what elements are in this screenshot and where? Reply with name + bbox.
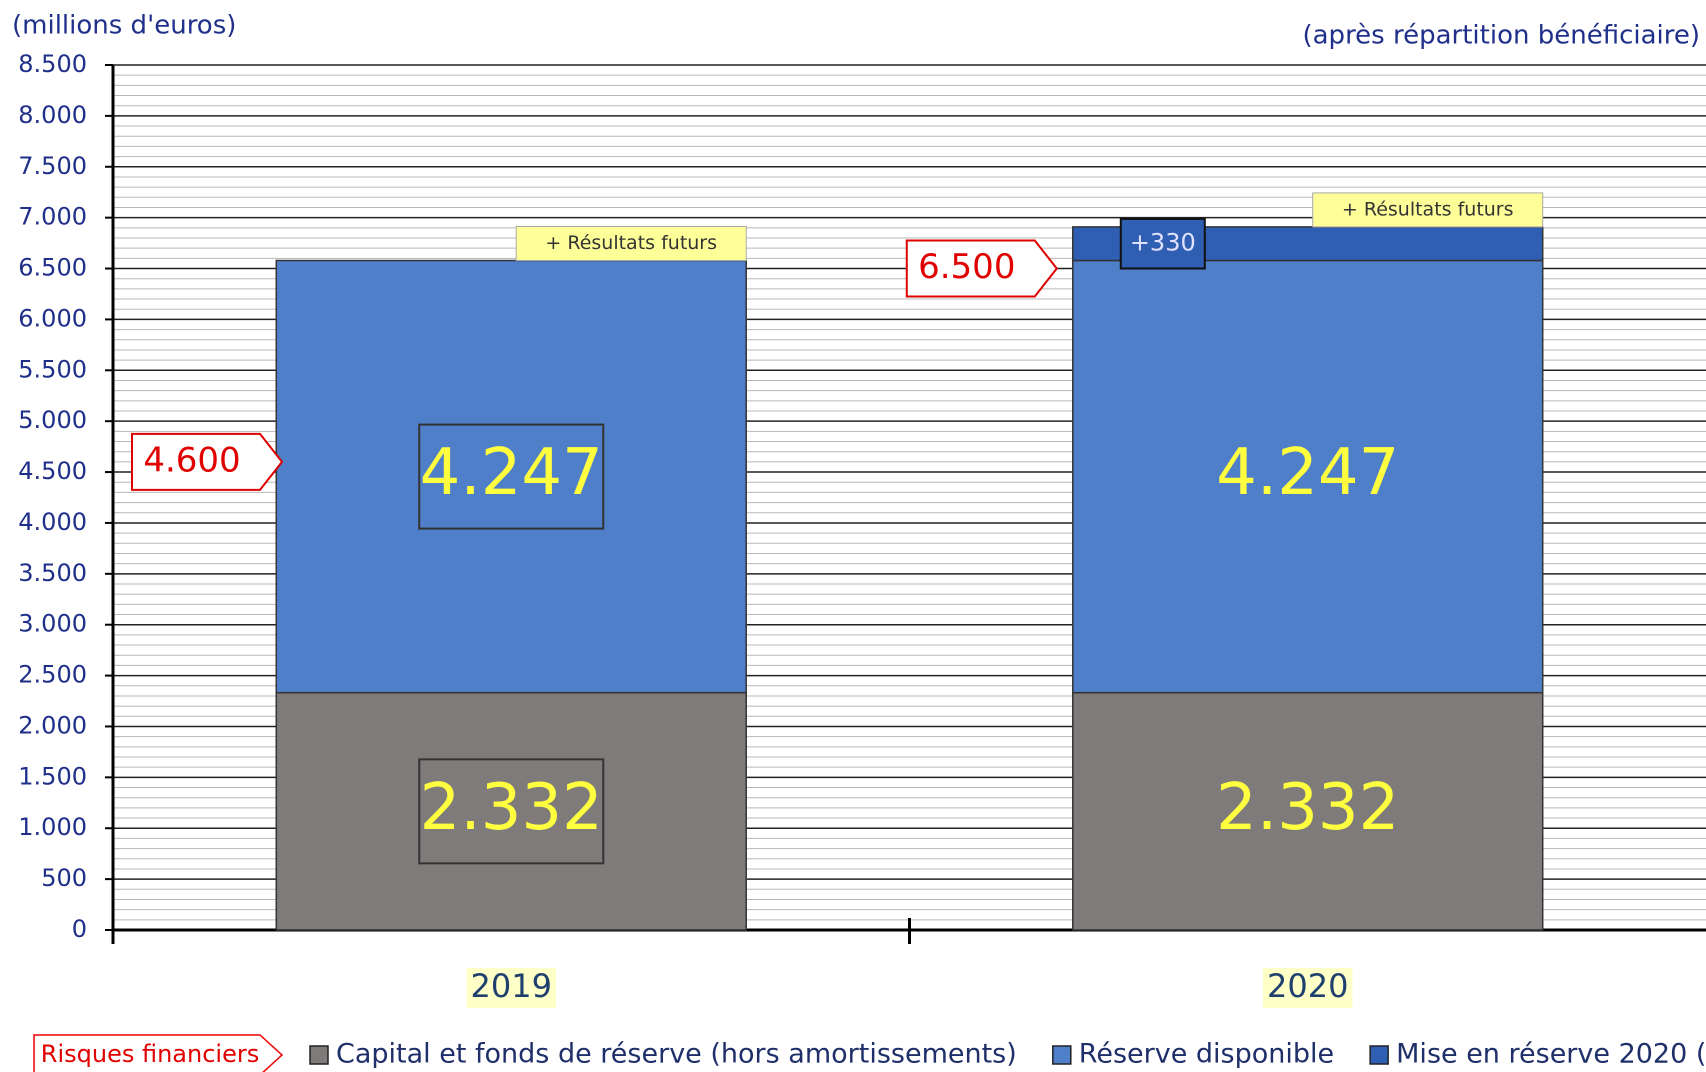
- y-tick-label: 8.500: [18, 50, 87, 78]
- bar-segment: [1072, 259, 1544, 694]
- value-label: 4.247: [420, 436, 603, 510]
- y-tick-label: 7.000: [18, 203, 87, 231]
- plot: 2.332 4.247 + Résultats futurs 2019 2.332 4.2…: [33, 192, 1706, 1072]
- y-tick-label: 0: [72, 915, 87, 943]
- callout-box: [131, 432, 284, 491]
- label-box: [418, 423, 605, 530]
- bar-segment: [1072, 691, 1544, 931]
- callout-label: 4.600: [143, 440, 240, 480]
- y-tick-label: 500: [41, 864, 87, 892]
- callout-box: [905, 239, 1059, 298]
- value-label: 2.332: [420, 771, 603, 845]
- x-tick-label: 2019: [471, 967, 552, 1005]
- future-box: [515, 225, 747, 261]
- value-label: +330: [1130, 229, 1196, 257]
- category-bg: [466, 968, 556, 1008]
- y-tick-label: 5.000: [18, 406, 87, 434]
- legend-swatch: [1052, 1045, 1072, 1065]
- label-box: [418, 758, 605, 865]
- legend-swatch: [1369, 1045, 1389, 1065]
- y-tick-label: 1.500: [18, 762, 87, 790]
- legend-label: Mise en réserve 2020 (50%): [1396, 1039, 1706, 1070]
- subtitle: (après répartition bénéficiaire): [1302, 21, 1700, 51]
- y-tick-label: 6.500: [18, 254, 87, 282]
- future-label: + Résultats futurs: [545, 232, 717, 254]
- y-tick-label: 8.000: [18, 101, 87, 129]
- y-tick-label: 5.500: [18, 355, 87, 383]
- value-label: 2.332: [1216, 771, 1399, 845]
- risk-box: [33, 1034, 284, 1072]
- x-tick-label: 2020: [1267, 967, 1348, 1005]
- risk-label: Risques financiers: [41, 1040, 259, 1068]
- value-label: 4.247: [1216, 436, 1399, 510]
- y-tick-label: 6.000: [18, 304, 87, 332]
- y-tick-label: 4.000: [18, 508, 87, 536]
- y-tick-label: 4.500: [18, 457, 87, 485]
- y-tick-label: 1.000: [18, 813, 87, 841]
- y-tick-label: 7.500: [18, 152, 87, 180]
- label-box: [1119, 217, 1206, 270]
- callout-label: 6.500: [918, 247, 1015, 287]
- legend-label: Capital et fonds de réserve (hors amorti…: [336, 1039, 1017, 1070]
- legend-label: Réserve disponible: [1079, 1039, 1334, 1070]
- y-tick-label: 3.000: [18, 610, 87, 638]
- future-label: + Résultats futurs: [1342, 198, 1514, 220]
- y-axis-label: (millions d'euros): [12, 11, 236, 41]
- y-tick-label: 2.500: [18, 661, 87, 689]
- legend-swatch: [309, 1045, 329, 1065]
- y-tick-label: 2.000: [18, 711, 87, 739]
- y-tick-label: 3.500: [18, 559, 87, 587]
- future-box: [1312, 192, 1544, 228]
- category-bg: [1263, 968, 1353, 1008]
